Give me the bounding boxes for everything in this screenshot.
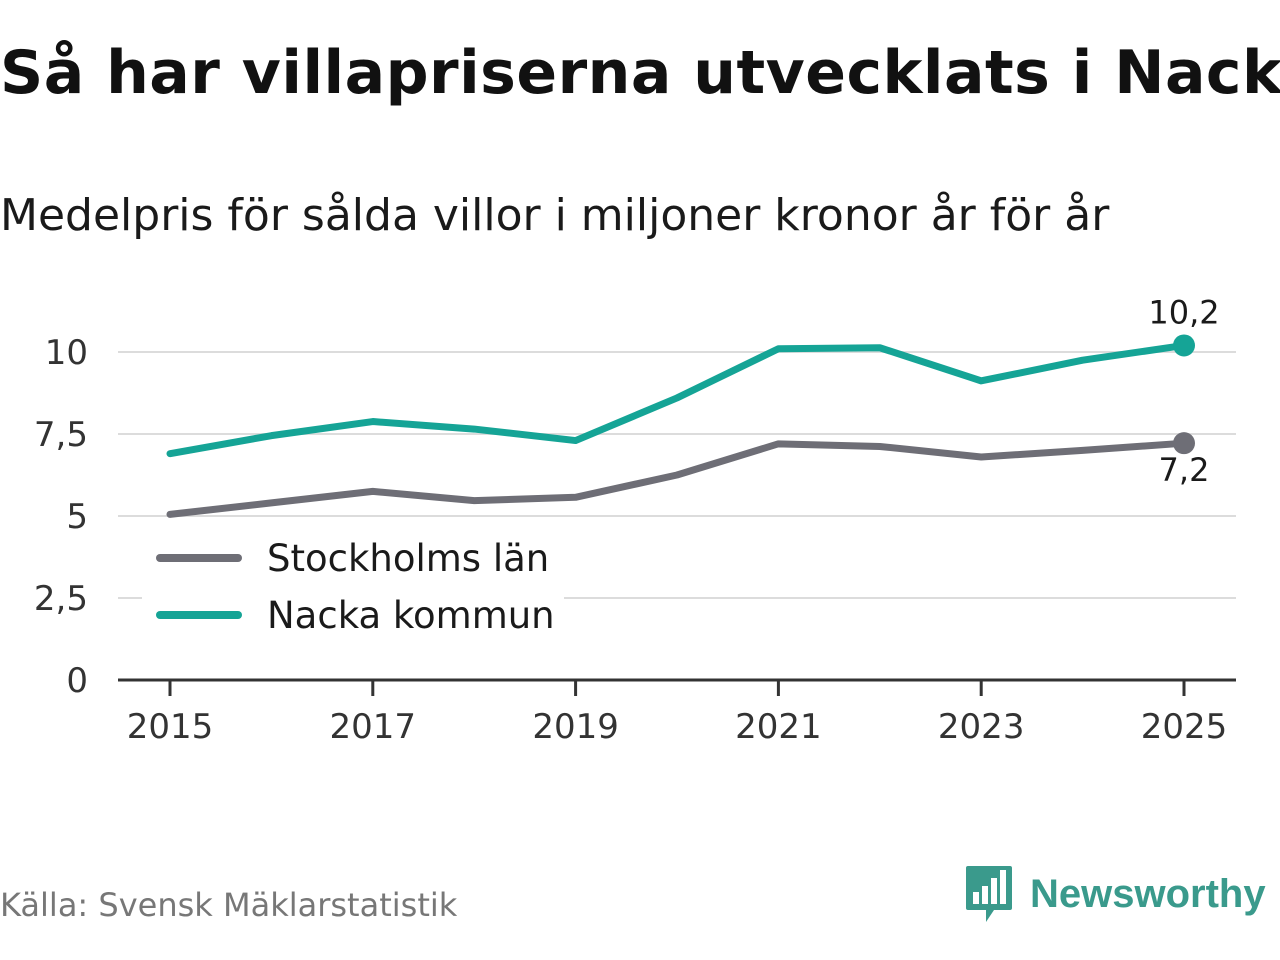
axes: 0 2,5 5 7,5 10 2015 2017 2019 2021 2023 2025 [34, 333, 1236, 747]
legend-label: Stockholms län [267, 537, 549, 580]
legend-background [142, 530, 564, 642]
series-end-point [1173, 334, 1195, 357]
x-tick-label: 2025 [1141, 707, 1228, 747]
x-tick-label: 2019 [532, 707, 619, 747]
series-end-point [1173, 432, 1195, 455]
series-line-stockholms-lan [166, 439, 1188, 518]
chart-subtitle: Medelpris för sålda villor i miljoner kr… [0, 190, 1110, 241]
legend: Stockholms län Nacka kommun [142, 530, 564, 642]
x-tick-label: 2015 [127, 707, 214, 747]
brand-name: Newsworthy [1030, 871, 1266, 916]
series [166, 334, 1195, 518]
line-chart: 0 2,5 5 7,5 10 2015 2017 2019 2021 2023 2025 7,2 10… [34, 293, 1236, 747]
end-value-label: 7,2 [1159, 451, 1210, 489]
end-value-label: 10,2 [1148, 293, 1219, 331]
x-tick-label: 2021 [735, 707, 822, 747]
y-tick-label: 7,5 [34, 415, 88, 455]
x-tick-label: 2023 [938, 707, 1025, 747]
series-line-nacka-kommun [166, 341, 1188, 458]
brand-logo[interactable]: Newsworthy [964, 864, 1266, 924]
chart-title: Så har villapriserna utvecklats i Nacka [0, 38, 1280, 108]
y-tick-label: 0 [66, 661, 88, 701]
y-tick-label: 2,5 [34, 579, 88, 619]
legend-label: Nacka kommun [267, 594, 555, 637]
y-tick-label: 10 [45, 333, 88, 373]
data-labels: 7,2 10,2 [1148, 293, 1219, 489]
y-tick-label: 5 [66, 497, 88, 537]
x-tick-label: 2017 [330, 707, 417, 747]
newsworthy-logo-icon [966, 866, 1012, 922]
source-note: Källa: Svensk Mäklarstatistik [0, 886, 458, 924]
